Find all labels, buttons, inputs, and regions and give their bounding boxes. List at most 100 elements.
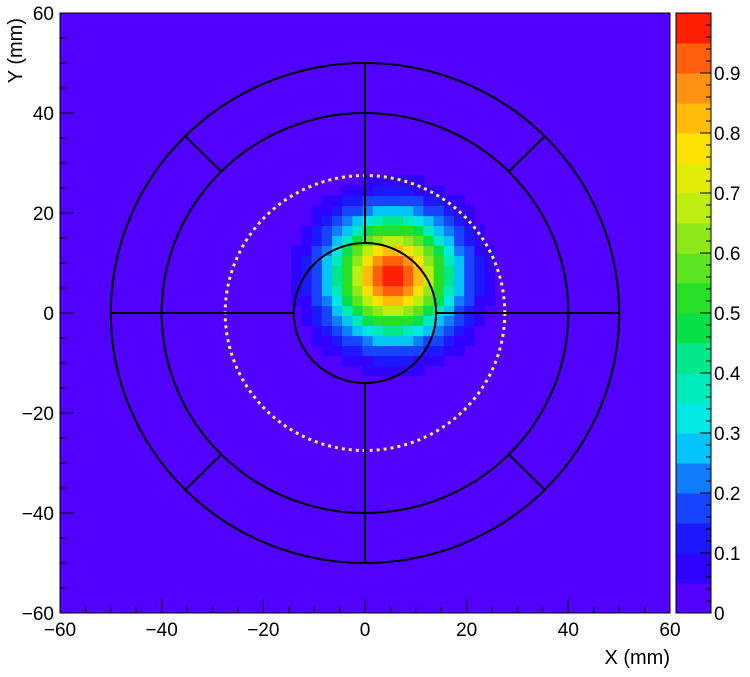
- heatmap-cell: [342, 355, 353, 367]
- heatmap-cell: [331, 335, 343, 347]
- heatmap-cell: [453, 315, 465, 327]
- heatmap-cell: [342, 335, 353, 347]
- heatmap-cell: [453, 275, 465, 287]
- heatmap-cell: [372, 235, 384, 247]
- colorbar-segment: [676, 433, 711, 464]
- heatmap-cell: [352, 275, 364, 287]
- heatmap-cell: [301, 295, 313, 307]
- heatmap-cell: [362, 305, 374, 317]
- heatmap-cell: [403, 345, 414, 357]
- heatmap-cell: [474, 265, 486, 277]
- colorbar-segment: [676, 373, 711, 404]
- x-tick-label: −20: [247, 620, 279, 641]
- heatmap-cell: [321, 325, 333, 337]
- heatmap-cell: [372, 315, 384, 327]
- heatmap-cell: [362, 195, 374, 207]
- heatmap-cell: [331, 225, 343, 237]
- heatmap-cell: [382, 265, 394, 277]
- heatmap-cell: [372, 245, 384, 257]
- heatmap-cell: [352, 185, 364, 197]
- heatmap-cell: [321, 315, 333, 327]
- heatmap-cell: [413, 295, 425, 307]
- heatmap-cell: [301, 275, 313, 287]
- heatmap-cell: [321, 215, 333, 227]
- heatmap-cell: [413, 215, 425, 227]
- heatmap-cell: [362, 335, 374, 347]
- heatmap-cell: [433, 335, 445, 347]
- heatmap-cell: [433, 295, 445, 307]
- heatmap-cell: [433, 275, 445, 287]
- heatmap-cell: [474, 285, 486, 297]
- heatmap-cell: [362, 355, 374, 367]
- heatmap-cell: [331, 285, 343, 297]
- heatmap-cell: [352, 305, 364, 317]
- heatmap-cell: [474, 245, 486, 257]
- heatmap-cell: [331, 325, 343, 337]
- heatmap-cell: [403, 205, 414, 217]
- y-tick-label: −20: [22, 404, 54, 425]
- heatmap-cell: [342, 295, 353, 307]
- heatmap-cell: [413, 225, 425, 237]
- heatmap-cell: [423, 295, 435, 307]
- x-tick-label: 60: [659, 620, 680, 641]
- heatmap-cell: [484, 295, 496, 307]
- heatmap-cell: [331, 235, 343, 247]
- heatmap-cell: [372, 355, 384, 367]
- heatmap-cell: [403, 175, 414, 187]
- colorbar-segment: [676, 523, 711, 554]
- heatmap-cell: [392, 225, 404, 237]
- heatmap-cell: [362, 175, 374, 187]
- heatmap-cell: [331, 215, 343, 227]
- heatmap-cell: [443, 335, 455, 347]
- heatmap-cell: [443, 285, 455, 297]
- heatmap-cell: [403, 295, 414, 307]
- colorbar-segment: [676, 73, 711, 104]
- heatmap-cell: [372, 295, 384, 307]
- diagonal-segment-line: [508, 135, 546, 173]
- heatmap-cell: [362, 255, 374, 267]
- heatmap-cell: [342, 275, 353, 287]
- heatmap-cell: [413, 185, 425, 197]
- heatmap-cell: [382, 195, 394, 207]
- heatmap-cell: [352, 205, 364, 217]
- heatmap-cell: [413, 235, 425, 247]
- heatmap-cell: [443, 235, 455, 247]
- heatmap-cell: [443, 305, 455, 317]
- heatmap-cell: [423, 345, 435, 357]
- heatmap-cell: [474, 275, 486, 287]
- heatmap-cell: [352, 335, 364, 347]
- heatmap-cell: [464, 295, 475, 307]
- heatmap-cell: [413, 305, 425, 317]
- heatmap-cell: [331, 265, 343, 277]
- heatmap-cell: [321, 295, 333, 307]
- heatmap-cell: [403, 335, 414, 347]
- heatmap-cell: [464, 285, 475, 297]
- heatmap-cell: [392, 295, 404, 307]
- heatmap-cell: [352, 255, 364, 267]
- heatmap-cell: [372, 275, 384, 287]
- heatmap-cell: [443, 325, 455, 337]
- heatmap-cell: [331, 345, 343, 357]
- heatmap-cell: [331, 205, 343, 217]
- heatmap-cell: [413, 205, 425, 217]
- heatmap-cell: [372, 365, 384, 377]
- heatmap-cell: [301, 255, 313, 267]
- heatmap-cell: [413, 355, 425, 367]
- heatmap-cell: [362, 235, 374, 247]
- colorbar-segment: [676, 553, 711, 584]
- heatmap-cell: [342, 325, 353, 337]
- heatmap-cell: [392, 255, 404, 267]
- heatmap-cell: [474, 315, 486, 327]
- heatmap-cell: [464, 255, 475, 267]
- heatmap-cell: [443, 295, 455, 307]
- heatmap-cell: [433, 255, 445, 267]
- colorbar-tick-label: 0.9: [714, 64, 740, 85]
- x-tick-label: 40: [558, 620, 579, 641]
- heatmap-cell: [342, 245, 353, 257]
- heatmap-cell: [321, 245, 333, 257]
- heatmap-cell: [392, 315, 404, 327]
- heatmap-cell: [423, 265, 435, 277]
- heatmap-cell: [311, 295, 323, 307]
- heatmap-cell: [453, 235, 465, 247]
- heatmap-cell: [474, 225, 486, 237]
